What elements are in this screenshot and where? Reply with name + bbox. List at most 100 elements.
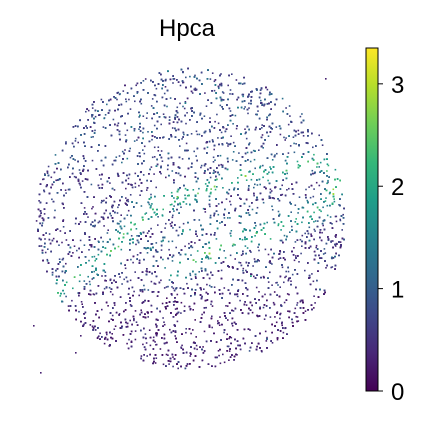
expression-point <box>271 263 273 265</box>
expression-point <box>294 241 297 243</box>
expression-point <box>181 158 184 160</box>
expression-point <box>100 178 102 180</box>
expression-point <box>180 206 182 208</box>
expression-point <box>210 303 212 306</box>
expression-point <box>273 197 275 200</box>
expression-point <box>124 149 126 151</box>
expression-point <box>106 103 108 106</box>
expression-point <box>318 166 320 168</box>
expression-point <box>145 342 148 344</box>
expression-point <box>277 258 280 260</box>
expression-point <box>269 188 272 191</box>
expression-point <box>154 341 156 343</box>
expression-point <box>325 197 327 199</box>
expression-point <box>292 136 295 138</box>
expression-point <box>43 190 46 193</box>
expression-point <box>220 163 222 166</box>
expression-point <box>211 72 214 74</box>
expression-point <box>325 267 327 269</box>
expression-point <box>147 289 150 291</box>
expression-point <box>239 222 242 224</box>
expression-point <box>132 261 134 264</box>
expression-point <box>208 284 211 287</box>
expression-point <box>222 353 224 356</box>
expression-point <box>185 328 187 330</box>
expression-point <box>138 116 140 118</box>
expression-point <box>38 200 40 202</box>
expression-point <box>85 110 87 113</box>
expression-point <box>164 86 167 88</box>
expression-point <box>87 216 89 218</box>
expression-point <box>153 156 156 158</box>
expression-point <box>277 284 279 286</box>
expression-point <box>142 149 144 151</box>
expression-point <box>93 225 96 228</box>
expression-point <box>146 252 149 254</box>
expression-point <box>279 239 282 242</box>
expression-point <box>52 237 55 240</box>
expression-point <box>185 122 187 125</box>
expression-point <box>121 161 123 164</box>
expression-point <box>295 218 297 220</box>
expression-point <box>167 240 170 243</box>
expression-point <box>172 227 174 229</box>
expression-point <box>335 220 338 223</box>
expression-point <box>299 238 302 241</box>
expression-point <box>134 182 137 185</box>
expression-point <box>171 294 173 296</box>
expression-point <box>155 357 158 359</box>
expression-point <box>134 186 137 188</box>
expression-point <box>153 173 155 175</box>
expression-point <box>107 229 109 231</box>
expression-point <box>169 204 172 206</box>
expression-point <box>91 278 94 280</box>
expression-point <box>220 269 223 272</box>
expression-point <box>322 253 325 255</box>
expression-point <box>50 176 53 179</box>
expression-point <box>162 317 164 319</box>
expression-point <box>313 220 315 223</box>
expression-point <box>301 113 303 115</box>
expression-point <box>229 254 232 257</box>
expression-point <box>91 207 93 210</box>
expression-point <box>315 181 318 184</box>
expression-point <box>279 133 282 136</box>
expression-point <box>266 88 269 91</box>
expression-point <box>328 192 331 195</box>
expression-point <box>297 164 300 166</box>
expression-point <box>113 159 115 162</box>
expression-point <box>261 124 263 126</box>
expression-point <box>192 329 194 331</box>
expression-point <box>269 271 271 274</box>
expression-point <box>116 98 118 101</box>
expression-point <box>313 188 315 190</box>
expression-point <box>321 231 323 234</box>
expression-point <box>245 137 248 140</box>
expression-point <box>127 198 129 201</box>
expression-point <box>228 350 231 352</box>
expression-point <box>160 279 162 282</box>
expression-point <box>296 302 299 304</box>
expression-point <box>323 248 326 250</box>
expression-point <box>133 129 136 132</box>
expression-point <box>76 249 78 252</box>
expression-point <box>283 234 286 237</box>
expression-point <box>74 159 76 161</box>
expression-point <box>269 316 272 318</box>
expression-point <box>234 114 237 117</box>
expression-point <box>313 172 316 175</box>
expression-point <box>334 168 337 171</box>
expression-point <box>200 164 203 167</box>
expression-point <box>203 288 205 290</box>
expression-point <box>205 243 208 245</box>
expression-point <box>129 304 132 306</box>
expression-point <box>81 180 84 182</box>
expression-point <box>189 228 191 231</box>
expression-point <box>335 236 337 238</box>
expression-point <box>93 293 96 296</box>
expression-point <box>313 211 315 214</box>
expression-point <box>164 227 166 229</box>
expression-point <box>155 214 157 216</box>
expression-point <box>293 259 296 262</box>
expression-point <box>233 187 236 189</box>
